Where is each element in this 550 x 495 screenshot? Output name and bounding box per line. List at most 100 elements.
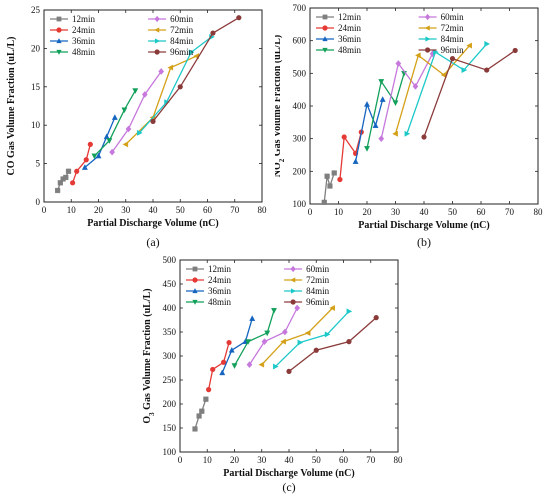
y-tick-label: 700 [293, 3, 307, 13]
x-tick-label: 0 [308, 207, 313, 217]
data-point-12min [331, 170, 337, 176]
y-tick-label: 15 [31, 82, 41, 92]
y-tick-label: 500 [163, 255, 177, 265]
legend-marker-48min [322, 47, 328, 53]
data-point-36min [249, 315, 256, 321]
series-line-84min [138, 36, 212, 134]
data-point-36min [364, 101, 370, 107]
legend-marker-72min [154, 27, 160, 33]
legend-label-48min: 48min [72, 47, 96, 57]
data-point-48min [132, 88, 139, 94]
legend-label-60min: 60min [441, 12, 465, 22]
x-tick-label: 10 [203, 455, 213, 465]
x-tick-label: 80 [534, 207, 544, 217]
data-point-84min [461, 67, 468, 74]
legend-marker-48min [56, 49, 62, 55]
data-point-48min [264, 330, 271, 337]
legend-marker-72min [290, 277, 296, 283]
data-point-96min [286, 368, 292, 374]
y-tick-label: 250 [163, 375, 177, 385]
legend-label-96min: 96min [170, 47, 194, 57]
y-axis-title-part: Gas Volume Fraction (uL/L) [142, 288, 153, 412]
data-point-84min [137, 129, 143, 136]
y-axis-title-part: CO Gas Volume Fraction (uL/L) [6, 37, 17, 176]
x-tick-label: 50 [312, 455, 322, 465]
data-point-84min [297, 339, 304, 346]
legend-label-84min: 84min [441, 34, 465, 44]
series-line-48min [233, 310, 275, 366]
data-point-96min [449, 56, 456, 62]
x-tick-label: 50 [448, 207, 458, 217]
data-point-72min [466, 42, 472, 49]
data-point-12min [199, 408, 205, 414]
series-line-36min [354, 99, 384, 162]
data-point-72min [304, 329, 311, 336]
data-point-72min [280, 338, 286, 345]
data-point-48min [392, 100, 399, 107]
x-tick-label: 20 [363, 207, 373, 217]
data-point-24min [74, 168, 80, 174]
panel-label: (a) [146, 235, 159, 249]
legend-marker-96min [290, 299, 296, 305]
series-line-36min [84, 117, 116, 168]
y-axis-title-subscript: 3 [148, 412, 156, 416]
y-tick-label: 500 [293, 68, 307, 78]
data-point-60min [125, 125, 132, 133]
legend-label-84min: 84min [306, 286, 330, 296]
data-point-48min [121, 107, 128, 114]
x-tick-label: 30 [257, 455, 267, 465]
legend-label-96min: 96min [441, 45, 465, 55]
y-axis-title-part: Gas Volume Fraction (uL/L) [275, 35, 283, 159]
data-point-60min [294, 304, 301, 312]
data-point-60min [141, 91, 148, 98]
data-point-48min [91, 153, 98, 160]
legend-marker-36min [56, 38, 62, 44]
legend-marker-24min [56, 27, 62, 33]
series-line-60min [248, 307, 298, 365]
legend-marker-84min [425, 36, 431, 42]
legend-marker-96min [425, 47, 431, 53]
data-point-48min [364, 146, 370, 152]
x-tick-label: 80 [258, 205, 268, 215]
series-line-24min [207, 342, 230, 390]
o3-chart: 0 10 20 30 40 50 60 70 80 100 150 200 250 300 350 400 45… [142, 255, 403, 494]
data-point-72min [329, 305, 335, 311]
data-point-72min [392, 130, 398, 137]
series-line-96min [152, 17, 240, 122]
x-tick-label: 50 [176, 205, 186, 215]
series-line-60min [380, 53, 434, 139]
data-point-12min [196, 413, 202, 419]
data-point-36min [372, 122, 379, 128]
x-axis-title: Partial Discharge Volume (nC) [358, 220, 489, 231]
data-point-60min [395, 60, 402, 67]
y-tick-label: 150 [163, 423, 177, 433]
data-point-12min [63, 174, 69, 181]
y-tick-label: 300 [163, 351, 177, 361]
legend-label-24min: 24min [338, 23, 362, 33]
legend-marker-60min [424, 13, 431, 21]
data-point-36min [95, 152, 102, 159]
data-point-72min [258, 361, 265, 368]
y-tick-label: 450 [163, 279, 177, 289]
data-point-84min [484, 40, 491, 47]
chart-panel-b: 0 10 20 30 40 50 60 70 80 100 200 300 400 500 600 700 Pa… [275, 0, 550, 250]
legend-marker-12min [322, 14, 328, 20]
series-line-24min [339, 131, 362, 180]
x-axis-title: Partial Discharge Volume (nC) [87, 218, 218, 229]
chart-panel-a: 0 10 20 30 40 50 60 70 80 0 5 10 15 20 25 Partial Disch… [0, 0, 275, 250]
legend-marker-24min [322, 25, 328, 31]
data-point-36min [352, 158, 359, 164]
data-point-84min [404, 130, 411, 137]
x-tick-label: 60 [339, 455, 349, 465]
legend-marker-60min [154, 15, 160, 23]
y-tick-label: 25 [31, 5, 41, 15]
panel-label: (b) [417, 235, 431, 249]
legend-marker-12min [56, 16, 62, 22]
data-point-36min [219, 369, 226, 376]
series-line-12min [323, 172, 335, 203]
x-tick-label: 60 [477, 207, 487, 217]
y-tick-label: 20 [31, 43, 41, 53]
x-axis-title: Partial Discharge Volume (nC) [223, 468, 354, 479]
legend-label-36min: 36min [72, 36, 96, 46]
data-point-48min [106, 138, 113, 144]
